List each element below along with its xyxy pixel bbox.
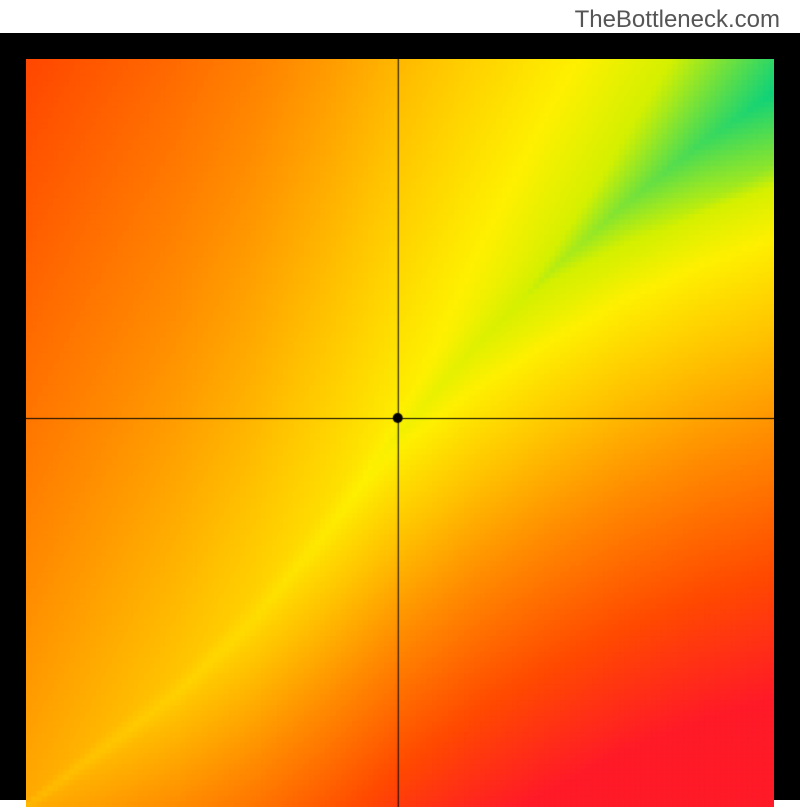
crosshair-overlay: [26, 59, 774, 807]
watermark-text: TheBottleneck.com: [575, 6, 780, 34]
chart-container: TheBottleneck.com: [0, 0, 800, 800]
